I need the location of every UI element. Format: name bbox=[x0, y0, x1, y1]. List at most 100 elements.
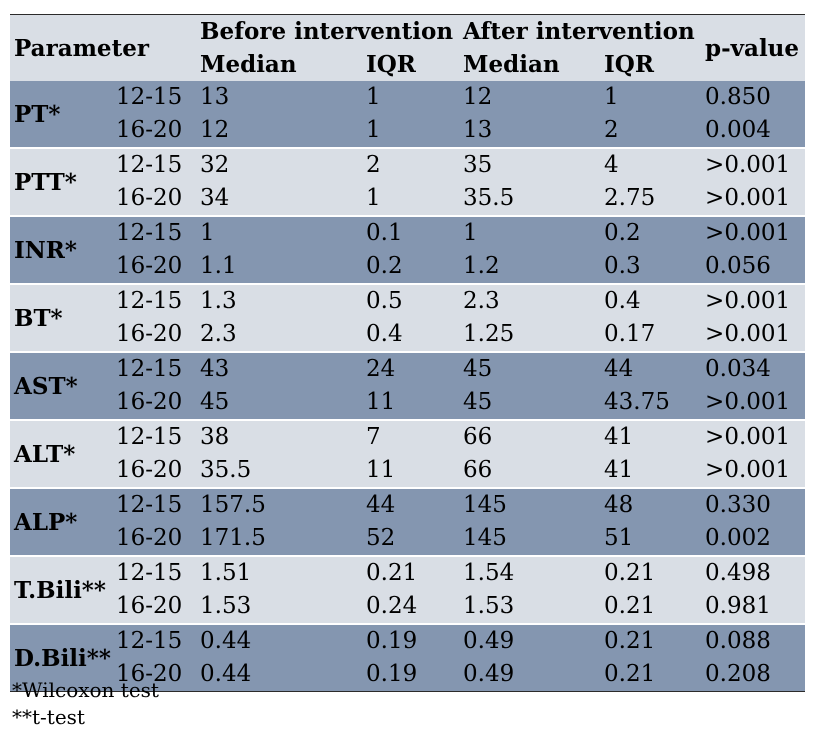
table-body: PT* 12-15 13 1 12 1 0.850 16-20 12 1 13 2 0.004 PTT* 1… bbox=[10, 81, 806, 692]
p-value-cell: >0.001 bbox=[705, 283, 806, 318]
after-iqr-cell: 2 bbox=[604, 114, 706, 148]
before-iqr-cell: 24 bbox=[366, 351, 464, 386]
table-row: 16-20 0.44 0.19 0.49 0.21 0.208 bbox=[10, 658, 806, 692]
age-cell: 12-15 bbox=[116, 351, 201, 386]
after-iqr-cell: 43.75 bbox=[604, 386, 706, 420]
before-median-cell: 34 bbox=[200, 182, 367, 216]
parameter-cell: ALP* bbox=[10, 487, 116, 556]
after-iqr-cell: 0.21 bbox=[604, 590, 706, 624]
after-iqr-cell: 0.4 bbox=[604, 283, 706, 318]
after-iqr-cell: 0.17 bbox=[604, 318, 706, 352]
p-value-cell: 0.208 bbox=[705, 658, 806, 692]
table-row: INR* 12-15 1 0.1 1 0.2 >0.001 bbox=[10, 215, 806, 284]
after-median-cell: 145 bbox=[463, 522, 605, 556]
age-cell: 16-20 bbox=[116, 454, 201, 488]
before-median-cell: 1.3 bbox=[200, 283, 367, 318]
before-iqr-cell: 0.1 bbox=[366, 215, 464, 250]
parameter-cell: BT* bbox=[10, 283, 116, 352]
before-iqr-cell: 1 bbox=[366, 81, 464, 114]
after-median-cell: 35.5 bbox=[463, 182, 605, 216]
before-median-cell: 32 bbox=[200, 147, 367, 182]
before-iqr-cell: 0.5 bbox=[366, 283, 464, 318]
age-cell: 16-20 bbox=[116, 658, 201, 692]
before-iqr-cell: 0.2 bbox=[366, 250, 464, 284]
after-median-cell: 145 bbox=[463, 487, 605, 522]
before-iqr-cell: 52 bbox=[366, 522, 464, 556]
after-median-cell: 0.49 bbox=[463, 623, 605, 658]
header-p-value: p-value bbox=[705, 34, 800, 62]
footnote-wilcoxon: *Wilcoxon test bbox=[12, 678, 159, 702]
age-cell: 16-20 bbox=[116, 250, 201, 284]
after-median-cell: 0.49 bbox=[463, 658, 605, 692]
p-value-cell: 0.498 bbox=[705, 555, 806, 590]
before-median-cell: 45 bbox=[200, 386, 367, 420]
p-value-cell: >0.001 bbox=[705, 147, 806, 182]
header-after-median: Median bbox=[463, 51, 560, 78]
before-median-cell: 0.44 bbox=[200, 623, 367, 658]
p-value-cell: 0.056 bbox=[705, 250, 806, 284]
after-median-cell: 45 bbox=[463, 351, 605, 386]
age-cell: 12-15 bbox=[116, 147, 201, 182]
after-median-cell: 45 bbox=[463, 386, 605, 420]
before-iqr-cell: 2 bbox=[366, 147, 464, 182]
after-median-cell: 1.25 bbox=[463, 318, 605, 352]
after-iqr-cell: 0.21 bbox=[604, 623, 706, 658]
after-iqr-cell: 0.21 bbox=[604, 555, 706, 590]
before-median-cell: 2.3 bbox=[200, 318, 367, 352]
before-median-cell: 1.1 bbox=[200, 250, 367, 284]
before-iqr-cell: 7 bbox=[366, 419, 464, 454]
before-median-cell: 35.5 bbox=[200, 454, 367, 488]
before-iqr-cell: 0.21 bbox=[366, 555, 464, 590]
table-row: 16-20 34 1 35.5 2.75 >0.001 bbox=[10, 182, 806, 216]
table-row: ALP* 12-15 157.5 44 145 48 0.330 bbox=[10, 487, 806, 556]
after-iqr-cell: 41 bbox=[604, 419, 706, 454]
before-median-cell: 1.51 bbox=[200, 555, 367, 590]
parameter-cell: INR* bbox=[10, 215, 116, 284]
before-median-cell: 12 bbox=[200, 114, 367, 148]
after-iqr-cell: 48 bbox=[604, 487, 706, 522]
after-median-cell: 35 bbox=[463, 147, 605, 182]
table-row: PTT* 12-15 32 2 35 4 >0.001 bbox=[10, 147, 806, 216]
p-value-cell: 0.981 bbox=[705, 590, 806, 624]
after-median-cell: 66 bbox=[463, 454, 605, 488]
p-value-cell: >0.001 bbox=[705, 182, 806, 216]
after-iqr-cell: 44 bbox=[604, 351, 706, 386]
before-median-cell: 0.44 bbox=[200, 658, 367, 692]
before-median-cell: 1.53 bbox=[200, 590, 367, 624]
table-row: 16-20 1.53 0.24 1.53 0.21 0.981 bbox=[10, 590, 806, 624]
header-before-iqr: IQR bbox=[366, 51, 416, 78]
before-median-cell: 38 bbox=[200, 419, 367, 454]
after-iqr-cell: 1 bbox=[604, 81, 706, 114]
p-value-cell: 0.034 bbox=[705, 351, 806, 386]
after-median-cell: 1.2 bbox=[463, 250, 605, 284]
parameter-cell: PTT* bbox=[10, 147, 116, 216]
header-before-median: Median bbox=[200, 51, 297, 78]
table-row: T.Bili** 12-15 1.51 0.21 1.54 0.21 0.498 bbox=[10, 555, 806, 624]
age-cell: 12-15 bbox=[116, 81, 201, 114]
age-cell: 16-20 bbox=[116, 182, 201, 216]
after-iqr-cell: 41 bbox=[604, 454, 706, 488]
table-row: AST* 12-15 43 24 45 44 0.034 bbox=[10, 351, 806, 420]
before-iqr-cell: 0.24 bbox=[366, 590, 464, 624]
parameter-cell: T.Bili** bbox=[10, 555, 116, 624]
age-cell: 12-15 bbox=[116, 487, 201, 522]
before-median-cell: 1 bbox=[200, 215, 367, 250]
table-row: 16-20 171.5 52 145 51 0.002 bbox=[10, 522, 806, 556]
before-iqr-cell: 0.4 bbox=[366, 318, 464, 352]
table-row: 16-20 35.5 11 66 41 >0.001 bbox=[10, 454, 806, 488]
before-median-cell: 13 bbox=[200, 81, 367, 114]
p-value-cell: 0.088 bbox=[705, 623, 806, 658]
after-iqr-cell: 0.21 bbox=[604, 658, 706, 692]
after-iqr-cell: 2.75 bbox=[604, 182, 706, 216]
before-iqr-cell: 11 bbox=[366, 386, 464, 420]
p-value-cell: >0.001 bbox=[705, 454, 806, 488]
after-median-cell: 13 bbox=[463, 114, 605, 148]
age-cell: 16-20 bbox=[116, 386, 201, 420]
age-cell: 12-15 bbox=[116, 283, 201, 318]
p-value-cell: 0.004 bbox=[705, 114, 806, 148]
p-value-cell: >0.001 bbox=[705, 215, 806, 250]
age-cell: 12-15 bbox=[116, 215, 201, 250]
p-value-cell: 0.850 bbox=[705, 81, 806, 114]
parameter-cell: D.Bili** bbox=[10, 623, 116, 692]
footnote-t-test: **t-test bbox=[12, 705, 85, 729]
